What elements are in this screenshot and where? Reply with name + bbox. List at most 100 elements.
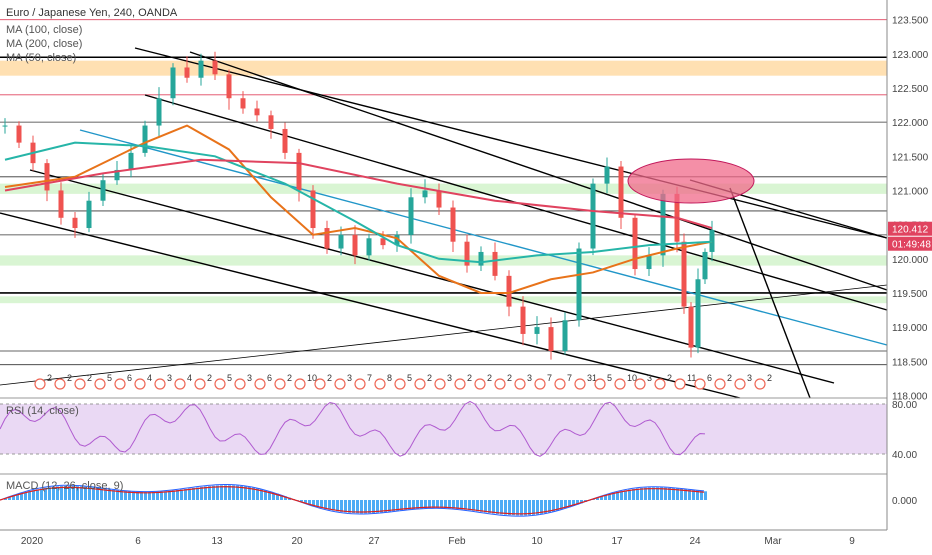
event-count: 7 [547, 373, 552, 383]
macd-hist-bar [496, 500, 499, 514]
event-icon [695, 379, 705, 389]
candle-body [241, 98, 246, 108]
candle-body [549, 327, 554, 351]
candle-body [577, 249, 582, 321]
event-count: 6 [127, 373, 132, 383]
price-tick: 120.000 [892, 255, 929, 266]
event-icon [75, 379, 85, 389]
time-tick: Feb [448, 536, 466, 547]
macd-hist-bar [484, 500, 487, 512]
price-tick: 122.000 [892, 118, 929, 129]
chart-title: Euro / Japanese Yen, 240, OANDA [6, 7, 178, 19]
candle-body [661, 194, 666, 255]
rsi-tick: 40.00 [892, 450, 917, 461]
macd-hist-bar [512, 500, 515, 515]
axis-bg [887, 0, 932, 550]
event-icon [115, 379, 125, 389]
macd-hist-bar [492, 500, 495, 513]
event-count: 5 [607, 373, 612, 383]
candle-body [633, 218, 638, 269]
event-icon [235, 379, 245, 389]
candle-body [535, 327, 540, 334]
event-icon [575, 379, 585, 389]
event-icon [335, 379, 345, 389]
candle-body [479, 252, 484, 266]
event-count: 2 [87, 373, 92, 383]
zone-0 [0, 61, 887, 76]
event-icon [55, 379, 65, 389]
candle-body [591, 184, 596, 249]
candle-body [157, 98, 162, 125]
price-axis[interactable]: 123.500123.000122.500122.000121.500121.0… [887, 0, 932, 550]
macd-hist-bar [340, 500, 343, 512]
macd-hist-bar [364, 500, 367, 513]
macd-hist-bar [476, 500, 479, 511]
candle-body [3, 126, 8, 127]
time-tick: 27 [368, 536, 380, 547]
event-icon [435, 379, 445, 389]
candle-body [493, 252, 498, 276]
candle-body [367, 238, 372, 255]
candle-body [199, 61, 204, 78]
candle-body [311, 190, 316, 228]
event-icon [275, 379, 285, 389]
macd-hist-bar [192, 488, 195, 500]
event-icon [455, 379, 465, 389]
event-icon [255, 379, 265, 389]
macd-hist-bar [516, 500, 519, 515]
event-icon [755, 379, 765, 389]
candle-body [143, 126, 148, 153]
macd-hist-bar [520, 500, 523, 515]
macd-pane[interactable] [0, 474, 887, 516]
rsi-tick: 80.00 [892, 400, 917, 411]
event-count: 2 [767, 373, 772, 383]
event-icon [315, 379, 325, 389]
candle-body [325, 228, 330, 248]
event-icon [675, 379, 685, 389]
event-count: 3 [347, 373, 352, 383]
macd-hist-bar [336, 500, 339, 511]
event-count: 6 [267, 373, 272, 383]
macd-tick: 0.000 [892, 496, 917, 507]
candle-body [689, 307, 694, 348]
event-count: 2 [47, 373, 52, 383]
event-icon [415, 379, 425, 389]
macd-hist-bar [344, 500, 347, 512]
price-tick: 119.000 [892, 323, 928, 334]
legend-ma100: MA (100, close) [6, 24, 82, 36]
candle-body [409, 197, 414, 235]
price-tick: 121.500 [892, 152, 929, 163]
event-count: 3 [167, 373, 172, 383]
event-count: 5 [407, 373, 412, 383]
event-icon [495, 379, 505, 389]
event-icon [535, 379, 545, 389]
event-count: 3 [247, 373, 252, 383]
time-tick: 6 [135, 536, 141, 547]
rsi-pane[interactable] [0, 398, 887, 456]
event-icon [475, 379, 485, 389]
macd-hist-bar [196, 487, 199, 500]
candle-body [703, 252, 708, 279]
event-icon [35, 379, 45, 389]
macd-hist-bar [652, 487, 655, 500]
candle-body [696, 279, 701, 347]
event-icon [515, 379, 525, 389]
rsi-band [0, 404, 887, 454]
candle-body [45, 163, 50, 190]
event-icon [375, 379, 385, 389]
candle-body [339, 235, 344, 249]
macd-hist-bar [632, 489, 635, 500]
event-icon [595, 379, 605, 389]
event-icon [295, 379, 305, 389]
event-count: 2 [67, 373, 72, 383]
macd-hist-bar [500, 500, 503, 514]
time-tick: 20 [291, 536, 303, 547]
candle-body [605, 167, 610, 184]
event-icon [655, 379, 665, 389]
event-count: 2 [507, 373, 512, 383]
price-tick: 118.500 [892, 357, 928, 368]
rsi-label: RSI (14, close) [6, 405, 79, 417]
